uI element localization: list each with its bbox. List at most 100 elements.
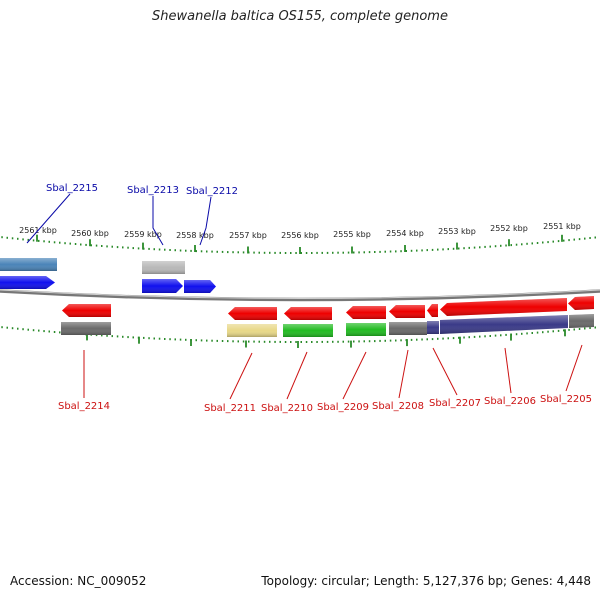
minor-tick (332, 340, 334, 343)
minor-tick (563, 329, 565, 332)
minor-tick (547, 241, 549, 244)
shade (427, 304, 438, 317)
shade (283, 324, 333, 337)
minor-tick (400, 250, 402, 253)
minor-tick (547, 330, 549, 333)
shade (62, 304, 111, 317)
gene-label-sbal-2210[interactable]: Sbal_2210 (261, 403, 313, 414)
minor-tick (174, 249, 176, 252)
shade (389, 322, 427, 335)
minor-tick (22, 238, 24, 241)
reverse-gene-labels: Sbal_2214 Sbal_2211 Sbal_2210 Sbal_2209 … (58, 394, 592, 414)
leader-sbal-2210 (286, 351, 308, 400)
major-tick (36, 234, 38, 242)
minor-tick (442, 248, 444, 251)
shade (427, 321, 439, 334)
gene-label-sbal-2209[interactable]: Sbal_2209 (317, 402, 369, 413)
minor-tick (6, 326, 8, 329)
minor-tick (132, 336, 134, 339)
scale-label-2558: 2558 kbp (176, 231, 214, 240)
scale-label-2554: 2554 kbp (386, 229, 424, 238)
scale-label-2555: 2555 kbp (333, 230, 371, 239)
minor-tick (169, 338, 171, 341)
minor-tick (53, 241, 56, 244)
minor-tick (311, 252, 313, 254)
major-tick (510, 333, 512, 341)
minor-tick (347, 340, 350, 343)
leader-sbal-2211 (229, 352, 253, 400)
scale-label-2551: 2551 kbp (543, 222, 581, 231)
minor-tick (85, 243, 87, 246)
gene-label-sbal-2214[interactable]: Sbal_2214 (58, 401, 110, 412)
gene-label-sbal-2206[interactable]: Sbal_2206 (484, 396, 536, 407)
minor-tick (32, 239, 35, 242)
minor-tick (6, 236, 8, 239)
minor-tick (111, 245, 113, 248)
gene-label-sbal-2212[interactable]: Sbal_2212 (186, 186, 238, 197)
scale-label-2559: 2559 kbp (124, 230, 162, 239)
minor-tick (500, 244, 502, 247)
minor-tick (515, 333, 518, 336)
major-tick (86, 333, 88, 341)
minor-tick (284, 252, 287, 254)
minor-tick (284, 341, 287, 343)
minor-tick (395, 250, 397, 253)
minor-tick (379, 339, 381, 342)
minor-tick (557, 240, 560, 243)
minor-tick (237, 251, 239, 254)
minor-tick (38, 239, 40, 242)
minor-tick (494, 245, 497, 248)
scale-label-2560: 2560 kbp (71, 229, 109, 238)
major-tick (351, 246, 353, 254)
minor-tick (473, 335, 476, 338)
minor-tick (164, 248, 166, 251)
minor-tick (589, 237, 591, 239)
minor-tick (458, 247, 460, 250)
minor-tick (232, 340, 234, 343)
major-tick (406, 339, 408, 347)
forward-label-leaders (26, 193, 212, 246)
minor-tick (374, 340, 376, 343)
gene-label-sbal-2215[interactable]: Sbal_2215 (46, 183, 98, 194)
shade (284, 307, 332, 320)
minor-tick (59, 241, 61, 244)
minor-tick (353, 251, 355, 254)
minor-tick (326, 340, 329, 343)
minor-tick (389, 339, 392, 342)
minor-tick (279, 340, 281, 343)
minor-tick (500, 334, 502, 337)
shade (228, 307, 277, 320)
minor-tick (69, 242, 71, 245)
genome-backbone (0, 289, 600, 302)
scale-label-2556: 2556 kbp (281, 231, 319, 240)
minor-tick (32, 329, 35, 332)
minor-tick (342, 251, 344, 254)
minor-tick (347, 251, 350, 254)
minor-tick (227, 251, 229, 254)
shade (227, 324, 277, 337)
minor-tick (426, 249, 428, 252)
minor-tick (200, 339, 203, 342)
minor-tick (337, 251, 339, 254)
gene-label-sbal-2211[interactable]: Sbal_2211 (204, 403, 256, 414)
minor-tick (59, 331, 61, 334)
minor-tick (48, 330, 50, 333)
gene-label-sbal-2213[interactable]: Sbal_2213 (127, 185, 179, 196)
minor-tick (431, 248, 434, 251)
gene-label-sbal-2208[interactable]: Sbal_2208 (372, 401, 424, 412)
minor-tick (258, 251, 260, 254)
gene-label-sbal-2205[interactable]: Sbal_2205 (540, 394, 592, 405)
major-tick (297, 341, 299, 348)
minor-tick (578, 238, 581, 241)
gene-label-sbal-2207[interactable]: Sbal_2207 (429, 398, 481, 409)
minor-tick (122, 246, 124, 249)
leader-sbal-2205 (565, 344, 583, 392)
minor-tick (584, 327, 586, 330)
major-tick (142, 242, 144, 250)
minor-tick (305, 341, 308, 343)
minor-tick (437, 248, 439, 251)
minor-tick (242, 340, 245, 343)
minor-tick (158, 337, 161, 340)
minor-tick (116, 246, 119, 249)
minor-tick (237, 340, 239, 343)
